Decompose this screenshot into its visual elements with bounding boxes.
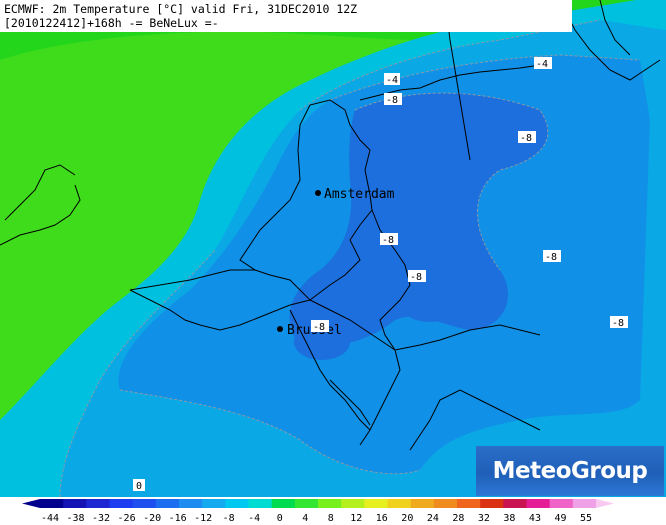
colorbar-tick-label: 28	[452, 513, 464, 524]
country-borders	[0, 0, 661, 451]
colorbar-tick-label: -44	[41, 513, 59, 524]
colorbar-tick-label: -4	[248, 513, 260, 524]
isotherm-label: -8	[543, 250, 561, 263]
colorbar-tick-label: 4	[302, 513, 308, 524]
colorbar-swatch	[364, 499, 388, 508]
colorbar-tick-label: 32	[478, 513, 490, 524]
colorbar-tick-label: -12	[194, 513, 212, 524]
colorbar-tick-label: 38	[503, 513, 515, 524]
colorbar-swatch	[179, 499, 203, 508]
colorbar-tick-label: -32	[92, 513, 110, 524]
dark-blue-core-east	[396, 274, 464, 322]
colorbar-swatch	[503, 499, 527, 508]
svg-text:-8: -8	[382, 235, 394, 246]
isotherm-label: -8	[384, 93, 402, 106]
temperature-colorbar: -44 -38 -32 -26 -20 -16 -12 -8 -4 0 4 8 12 16 20 24 28 32…	[22, 499, 614, 524]
colorbar-swatch	[86, 499, 110, 508]
svg-text:-8: -8	[520, 133, 532, 144]
isotherm-label: -8	[610, 316, 628, 329]
colorbar-tick-label: 43	[529, 513, 541, 524]
meteogroup-logo: MeteoGroup	[476, 446, 664, 496]
svg-text:-8: -8	[545, 252, 557, 263]
isotherm-label: -8	[408, 270, 426, 283]
colorbar-swatch	[40, 499, 64, 508]
colorbar-tick-label: 24	[427, 513, 439, 524]
colorbar-swatch	[132, 499, 157, 508]
svg-text:-8: -8	[612, 318, 624, 329]
colorbar-swatch	[202, 499, 226, 508]
colorbar-swatch	[572, 499, 597, 508]
map-title: ECMWF: 2m Temperature [°C] valid Fri, 31…	[0, 0, 572, 32]
colorbar-tick-label: 0	[277, 513, 283, 524]
temperature-map: Amsterdam Brussel -4 -4 -8 -8 -8 -8 -8 -…	[0, 0, 666, 497]
dark-blue-temperature-zone	[289, 93, 548, 347]
title-line-2: [2010122412]+168h -= BeNeLux =-	[4, 16, 219, 30]
isotherm-label: -4	[534, 57, 552, 70]
colorbar-swatch	[410, 499, 435, 508]
svg-text:0: 0	[136, 481, 142, 492]
colorbar-swatches	[22, 499, 614, 508]
colorbar-swatch	[248, 499, 273, 508]
colorbar-swatch	[109, 499, 134, 508]
dark-blue-core-south	[294, 324, 350, 360]
colorbar-tick-label: -26	[118, 513, 136, 524]
colorbar-swatch	[225, 499, 249, 508]
colorbar-tick-label: 55	[580, 513, 592, 524]
isotherm-lines	[59, 19, 641, 497]
colorbar-cap-left	[22, 499, 40, 508]
colorbar-swatch	[294, 499, 319, 508]
svg-text:-8: -8	[313, 322, 325, 333]
colorbar-tick-label: 8	[328, 513, 334, 524]
colorbar-swatch	[526, 499, 551, 508]
amsterdam-label: Amsterdam	[324, 187, 395, 202]
colorbar-swatch	[433, 499, 458, 508]
svg-text:-8: -8	[386, 95, 398, 106]
colorbar-tick-label: -20	[143, 513, 161, 524]
isotherm-label: -8	[380, 233, 398, 246]
colorbar-tick-label: 16	[376, 513, 388, 524]
isotherm-label: -8	[518, 131, 536, 144]
brussel-marker	[277, 326, 283, 332]
colorbar-swatch	[387, 499, 412, 508]
isotherm-label: -4	[384, 73, 400, 86]
isotherm-label: 0	[133, 479, 145, 492]
colorbar-cap-right	[596, 499, 614, 508]
colorbar-tick-label: 12	[350, 513, 362, 524]
svg-text:-8: -8	[410, 272, 422, 283]
colorbar-swatch	[457, 499, 481, 508]
colorbar-swatch	[271, 499, 296, 508]
colorbar-swatch	[341, 499, 365, 508]
colorbar-swatch	[318, 499, 342, 508]
colorbar-tick-label: -8	[223, 513, 235, 524]
svg-text:-4: -4	[386, 75, 398, 86]
svg-text:-4: -4	[536, 59, 548, 70]
title-line-1: ECMWF: 2m Temperature [°C] valid Fri, 31…	[4, 2, 358, 16]
colorbar-swatch	[63, 499, 87, 508]
colorbar-tick-label: -16	[169, 513, 187, 524]
isotherm-label: -8	[311, 320, 329, 333]
colorbar-labels: -44 -38 -32 -26 -20 -16 -12 -8 -4 0 4 8 12 16 20 24 28 32…	[41, 513, 592, 524]
colorbar-tick-label: 20	[401, 513, 413, 524]
colorbar-tick-label: 49	[554, 513, 566, 524]
colorbar-swatch	[549, 499, 574, 508]
colorbar-swatch	[480, 499, 504, 508]
colorbar-tick-label: -38	[66, 513, 84, 524]
colorbar-swatch	[155, 499, 180, 508]
amsterdam-marker	[315, 190, 321, 196]
